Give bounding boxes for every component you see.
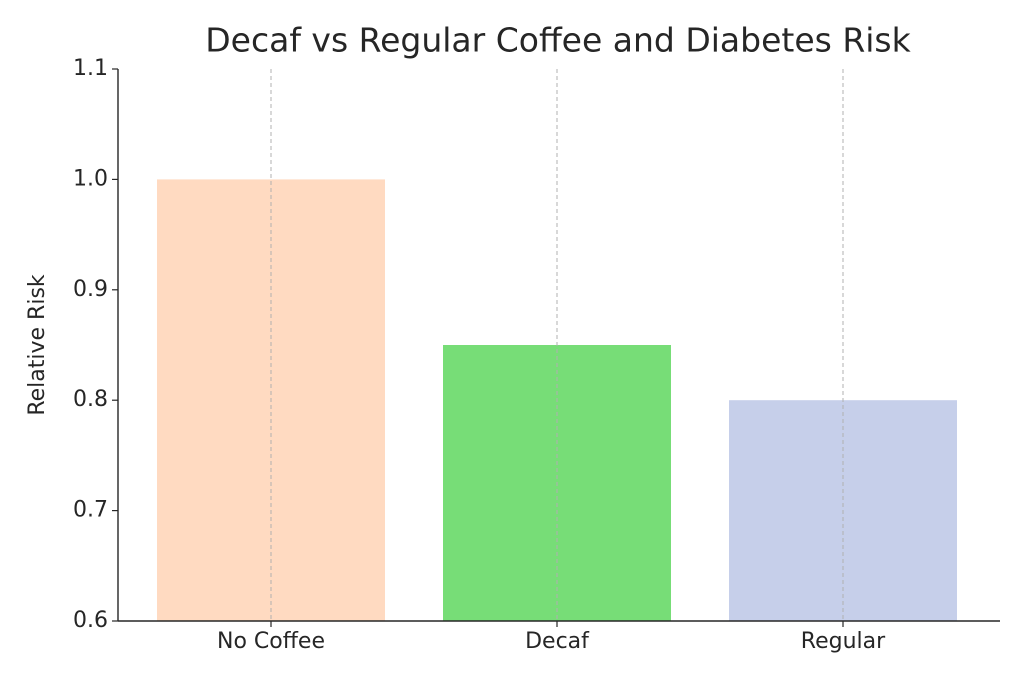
chart-title: Decaf vs Regular Coffee and Diabetes Ris…	[205, 21, 911, 60]
y-tick-label: 1.0	[73, 166, 108, 191]
x-tick-label: No Coffee	[217, 629, 325, 654]
y-tick-label: 0.7	[73, 498, 108, 523]
x-tick-label: Regular	[801, 629, 886, 654]
y-tick-label: 0.8	[73, 387, 108, 412]
y-axis-label: Relative Risk	[25, 274, 50, 416]
y-tick-label: 0.9	[73, 277, 108, 302]
x-tick-label: Decaf	[525, 629, 590, 654]
y-tick-label: 0.6	[73, 608, 108, 633]
y-tick-label: 1.1	[73, 56, 108, 81]
